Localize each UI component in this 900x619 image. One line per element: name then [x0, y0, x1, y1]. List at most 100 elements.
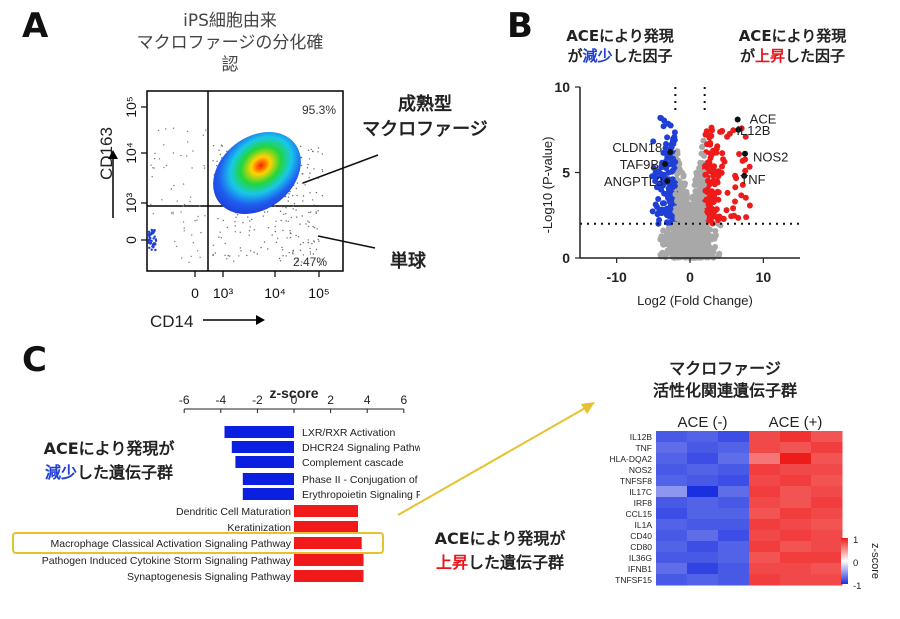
- flow-event-dot: [296, 194, 298, 197]
- volcano-point: [700, 208, 707, 215]
- volcano-point: [675, 213, 682, 220]
- volcano-point: [689, 218, 696, 225]
- volcano-gene-label: TAF9B: [620, 157, 660, 172]
- flow-event-dot: [165, 164, 168, 167]
- flow-event-dot: [152, 167, 154, 169]
- pathway-bar-chart: -6 -4 -2 0 2 4 6 LXR/RXR Activation DHCR24 Sign…: [12, 385, 420, 583]
- volcano-point: [682, 250, 689, 257]
- flow-event-dot: [224, 254, 226, 256]
- flow-event-dot: [300, 164, 302, 167]
- pathway-label: Complement cascade: [302, 457, 404, 469]
- flow-event-dot: [172, 211, 174, 213]
- flow-event-dot: [153, 157, 156, 160]
- heatmap-cell: [749, 464, 781, 476]
- flow-event-dot: [173, 184, 175, 187]
- volcano-xlabel: Log2 (Fold Change): [637, 293, 753, 308]
- volcano-point: [680, 207, 687, 214]
- flow-event-dot: [154, 239, 158, 242]
- heatmap-cell: [749, 519, 781, 531]
- flow-event-dot: [204, 215, 206, 217]
- flow-event-dot: [279, 260, 282, 262]
- volcano-point: [671, 164, 678, 171]
- volcano-point: [720, 156, 727, 163]
- volcano-point: [670, 137, 676, 144]
- flow-event-dot: [288, 252, 290, 254]
- heatmap-row-label: IRF8: [634, 498, 653, 508]
- flow-event-dot: [229, 255, 231, 257]
- flow-event-dot: [264, 211, 266, 213]
- flow-event-dot: [260, 246, 262, 249]
- flow-event-dot: [320, 263, 323, 265]
- volcano-point: [668, 156, 675, 163]
- heatmap-cell: [749, 563, 781, 575]
- heatmap-row-labels: IL12BTNFHLA-DQA2NOS2TNFSF8IL17CIRF8CCL15…: [609, 432, 652, 585]
- pathway-x-tick-label: 4: [364, 393, 371, 407]
- heatmap-cell: [656, 431, 688, 443]
- flow-y-tick-label: 10⁵: [123, 96, 139, 117]
- volcano-point: [659, 200, 666, 207]
- flow-event-dot: [274, 230, 277, 233]
- flow-event-dot: [287, 200, 289, 202]
- flow-event-dot: [150, 231, 153, 234]
- flow-event-dot: [189, 196, 192, 198]
- flow-event-dot: [250, 250, 252, 252]
- volcano-point: [746, 163, 753, 170]
- flow-event-dot: [150, 239, 153, 243]
- colorbar-label: z-score: [869, 543, 881, 579]
- flow-event-dot: [289, 232, 291, 234]
- heatmap-row-label: CD40: [630, 531, 652, 541]
- heatmap-cell: [656, 486, 688, 498]
- heatmap-cell: [656, 508, 688, 520]
- flow-event-dot: [287, 196, 290, 198]
- volcano-point: [649, 208, 656, 215]
- flow-event-dot: [315, 248, 318, 251]
- pathway-bar: [235, 456, 294, 468]
- volcano-point: [736, 151, 743, 157]
- pathway-bar: [242, 473, 294, 485]
- flow-event-dot: [216, 165, 218, 167]
- up-title-line2: が上昇した因子: [725, 46, 860, 66]
- flow-event-dot: [309, 251, 311, 253]
- pathway-label: LXR/RXR Activation: [302, 427, 396, 439]
- flow-event-dot: [158, 158, 161, 160]
- flow-event-dot: [292, 205, 294, 207]
- flow-event-dot: [148, 246, 151, 249]
- right-caption-post: した遺伝子群: [468, 553, 565, 572]
- flow-event-dot: [299, 249, 302, 251]
- volcano-point: [720, 216, 727, 222]
- flow-event-dot: [302, 200, 304, 202]
- volcano-point: [668, 213, 675, 219]
- volcano-point: [656, 217, 663, 223]
- flow-event-dot: [153, 235, 156, 238]
- mature-line1: 成熟型: [398, 94, 452, 115]
- volcano-labeled-point: [735, 126, 742, 133]
- mature-line2: マクロファージ: [362, 119, 488, 140]
- volcano-point: [739, 181, 746, 188]
- flow-event-dot: [300, 156, 303, 159]
- volcano-point: [650, 164, 657, 171]
- flow-event-dot: [197, 215, 199, 218]
- heatmap-cell: [656, 453, 688, 465]
- heatmap-cell: [749, 442, 781, 454]
- flow-event-dot: [316, 228, 318, 230]
- flow-event-dot: [172, 152, 175, 154]
- flow-event-dot: [297, 236, 300, 238]
- pathway-x-tick-label: -6: [179, 393, 190, 407]
- volcano-gene-label: CLDN18: [612, 140, 662, 155]
- volcano-point: [650, 138, 657, 145]
- flow-x-tick-label: 10⁴: [264, 285, 286, 301]
- heatmap-title-line1: マクロファージ: [669, 359, 781, 378]
- heatmap-cell: [687, 475, 719, 487]
- flow-event-dot: [238, 255, 240, 257]
- volcano-point: [699, 144, 706, 150]
- volcano-point: [683, 218, 690, 225]
- mature-macrophage-annotation: 成熟型 マクロファージ: [340, 92, 510, 142]
- flow-event-dot: [205, 129, 207, 131]
- flow-x-tick-label: 0: [191, 285, 199, 301]
- pathway-label: Macrophage Classical Activation Signalin…: [51, 538, 292, 550]
- flow-event-dot: [290, 216, 292, 219]
- volcano-point: [654, 203, 660, 210]
- volcano-point: [708, 191, 715, 198]
- heatmap-row-label: IL17C: [629, 487, 652, 497]
- volcano-point: [742, 194, 749, 201]
